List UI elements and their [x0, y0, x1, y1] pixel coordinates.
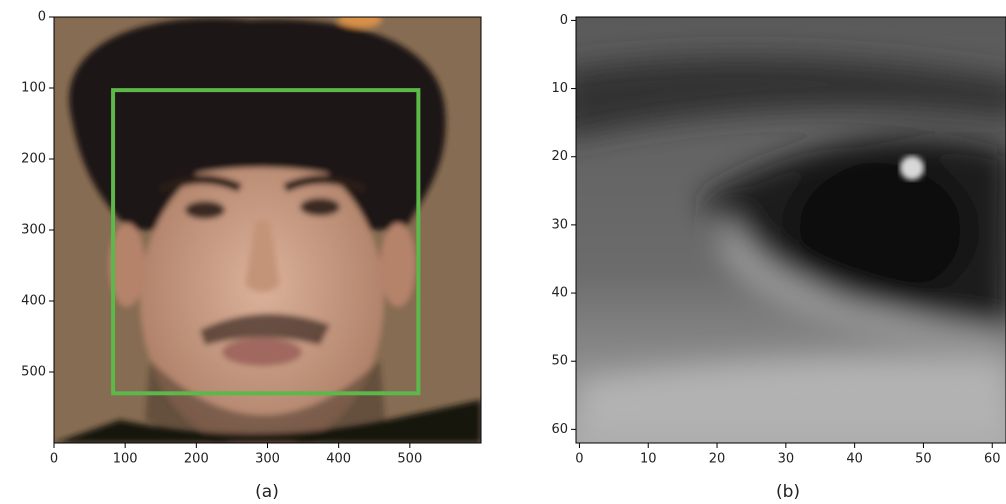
caption: (a)	[255, 482, 279, 502]
x-tick-label: 10	[640, 452, 657, 467]
y-tick-label: 300	[21, 223, 46, 238]
x-tick-label: 20	[709, 452, 726, 467]
x-tick-label: 500	[397, 452, 422, 467]
y-tick-label: 60	[551, 422, 568, 437]
y-tick-label: 10	[551, 81, 568, 96]
x-tick-label: 40	[846, 452, 863, 467]
x-tick-label: 0	[575, 452, 583, 467]
x-tick-label: 100	[113, 452, 138, 467]
x-tick-label: 60	[984, 452, 1001, 467]
y-tick-label: 100	[21, 81, 46, 96]
y-tick-label: 200	[21, 152, 46, 167]
figure: (a) (b) 01002003004005000100200300400500…	[0, 0, 1006, 504]
y-tick-label: 20	[551, 149, 568, 164]
x-tick-label: 30	[778, 452, 795, 467]
y-tick-label: 40	[551, 286, 568, 301]
x-tick-label: 300	[255, 452, 280, 467]
y-tick-label: 0	[560, 13, 568, 28]
y-tick-label: 0	[38, 10, 46, 25]
y-tick-label: 500	[21, 365, 46, 380]
caption: (b)	[776, 482, 800, 502]
x-tick-label: 50	[915, 452, 932, 467]
y-tick-label: 30	[551, 217, 568, 232]
eye-crop	[560, 17, 1006, 443]
x-tick-label: 200	[184, 452, 209, 467]
y-tick-label: 50	[551, 354, 568, 369]
x-tick-label: 400	[326, 452, 351, 467]
y-tick-label: 400	[21, 294, 46, 309]
x-tick-label: 0	[50, 452, 58, 467]
